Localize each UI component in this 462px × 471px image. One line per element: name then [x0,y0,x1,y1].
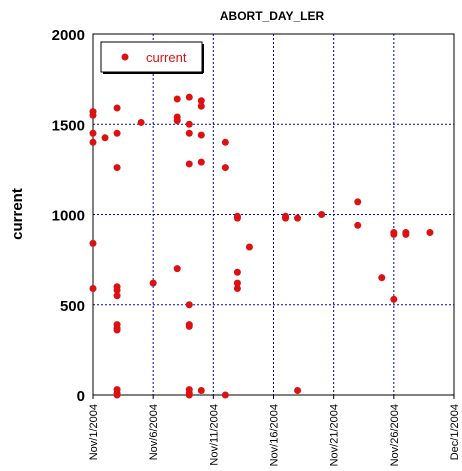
y-tick-label: 2000 [52,27,85,44]
x-tick-label: Nov/26/2004 [389,404,401,466]
data-point [113,292,121,300]
data-point [426,229,434,237]
x-tick-label: Nov/11/2004 [208,404,220,466]
y-axis: 0 500 1000 1500 2000 [52,27,85,405]
data-point [113,391,121,399]
data-point [89,129,97,137]
data-point [173,265,181,273]
legend-label: current [146,50,187,65]
data-point [318,211,326,218]
y-tick-label: 1000 [52,208,85,225]
data-point [221,164,229,172]
x-tick-label: Dec/1/2004 [449,404,461,460]
data-point [89,285,97,293]
data-point [185,129,193,137]
data-point [113,129,121,137]
y-tick-label: 0 [77,388,85,405]
grid [93,34,454,395]
data-point [185,391,193,399]
x-tick-label: Nov/6/2004 [148,404,160,460]
legend: current [100,41,204,74]
data-point [137,118,145,126]
data-point [233,214,241,222]
chart-title: ABORT_DAY_LER [220,9,325,23]
data-point [197,386,205,394]
data-point [390,230,398,238]
y-axis-label: current [9,188,26,240]
data-point [221,138,229,146]
data-point [233,285,241,293]
data-point [173,95,181,103]
data-point [101,134,109,142]
data-point [402,230,410,238]
data-point [197,97,205,105]
x-axis: Nov/1/2004 Nov/6/2004 Nov/11/2004 Nov/16/20… [88,395,461,466]
y-tick-label: 1500 [52,117,85,134]
data-point [89,138,97,146]
legend-box [100,41,203,73]
y-tick-label: 500 [60,298,85,315]
data-point [354,198,362,206]
data-point [282,214,290,222]
data-point [89,239,97,247]
data-point [113,104,121,112]
data-point [149,279,157,287]
data-point [354,221,362,229]
data-point [197,158,205,166]
x-tick-label: Nov/1/2004 [88,404,100,460]
data-point [294,214,302,222]
data-points [89,93,434,399]
data-point [378,274,386,282]
data-point [185,93,193,101]
data-point [113,326,121,334]
data-point [197,102,205,110]
data-point [185,301,193,309]
data-point [245,243,253,251]
data-point [221,391,229,399]
x-tick-label: Nov/21/2004 [329,404,341,466]
data-point [233,279,241,287]
data-point [185,322,193,330]
data-point [185,160,193,168]
x-tick-label: Nov/16/2004 [269,404,281,466]
data-point [113,164,121,172]
data-point [390,295,398,303]
data-point [294,386,302,394]
legend-marker [121,53,129,61]
data-point [197,131,205,139]
data-point [113,286,121,294]
data-point [89,111,97,119]
data-point [173,117,181,125]
data-point [185,120,193,128]
data-point [233,268,241,276]
